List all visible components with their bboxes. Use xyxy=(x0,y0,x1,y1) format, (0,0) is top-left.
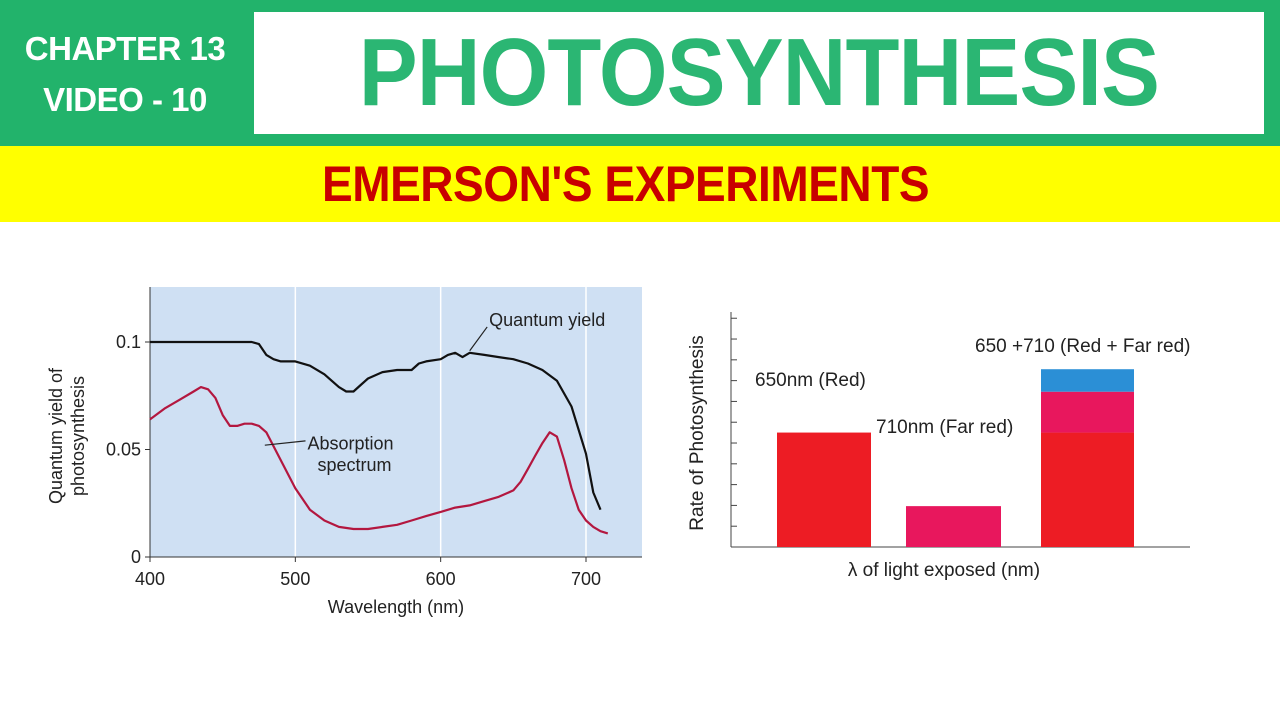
bar-segment-red xyxy=(777,432,871,547)
x-axis-title: Wavelength (nm) xyxy=(328,597,464,617)
plot-area xyxy=(150,287,642,557)
quantum-yield-line xyxy=(150,340,602,511)
y-tick-label: 0.05 xyxy=(106,440,141,460)
quantum-yield-leader xyxy=(469,326,488,352)
bar-segment-enhancement xyxy=(1041,369,1134,392)
x-tick-label: 600 xyxy=(426,569,456,589)
x-tick-label: 400 xyxy=(135,569,165,589)
absorption-annotation-line2: spectrum xyxy=(318,455,392,475)
y-tick-label: 0 xyxy=(131,547,141,567)
absorption-spectrum-line xyxy=(149,386,609,535)
x-axis-title: λ of light exposed (nm) xyxy=(848,560,1040,581)
page-title: PHOTOSYNTHESIS xyxy=(358,19,1160,126)
bar-segment-far-red xyxy=(1041,391,1134,433)
bar-segment-red xyxy=(1041,432,1134,547)
bar-segment-far-red xyxy=(906,506,1001,547)
y-axis-title-line1: Quantum yield of xyxy=(46,367,66,504)
chapter-number: CHAPTER 13 xyxy=(24,29,226,67)
video-number: VIDEO - 10 xyxy=(43,81,207,118)
y-axis-title: Rate of Photosynthesis xyxy=(687,335,708,530)
bar-label: 710nm (Far red) xyxy=(876,417,1013,438)
quantum-yield-annotation: Quantum yield xyxy=(489,310,605,330)
bar-label: 650nm (Red) xyxy=(755,370,866,391)
page-subtitle: EMERSON'S EXPERIMENTS xyxy=(322,156,930,212)
y-axis-title-line2: photosynthesis xyxy=(68,376,88,496)
absorption-annotation-line1: Absorption xyxy=(308,434,394,454)
x-tick-label: 700 xyxy=(571,569,601,589)
chapter-label: CHAPTER 13 VIDEO - 10 xyxy=(0,14,250,134)
bar-label: 650 +710 (Red + Far red) xyxy=(975,336,1190,357)
title-panel: PHOTOSYNTHESIS xyxy=(254,12,1264,134)
absorption-leader xyxy=(264,440,306,446)
y-tick-label: 0.1 xyxy=(116,332,141,352)
x-tick-label: 500 xyxy=(280,569,310,589)
subtitle-band: EMERSON'S EXPERIMENTS xyxy=(0,146,1280,222)
